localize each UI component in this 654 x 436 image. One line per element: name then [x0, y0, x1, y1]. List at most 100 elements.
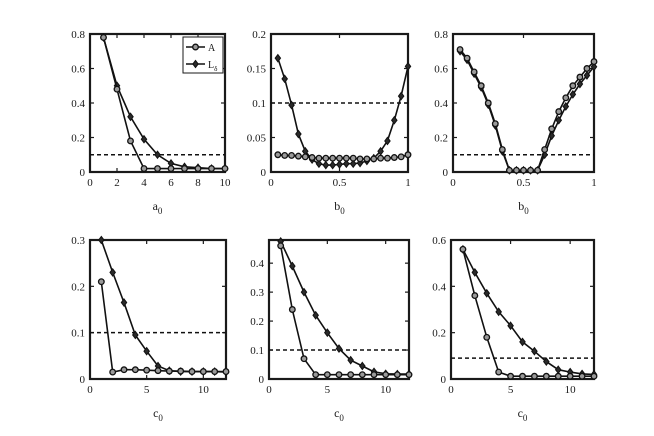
data-point-diamond: [555, 115, 563, 125]
series-line-circle: [459, 48, 595, 172]
data-point-diamond: [349, 159, 357, 169]
data-point-circle: [323, 371, 331, 379]
x-tick-label: 10: [565, 384, 577, 396]
data-point-circle: [335, 371, 343, 379]
data-point-circle: [562, 94, 570, 102]
x-tick-label: 8: [195, 177, 201, 189]
data-point-diamond: [132, 330, 139, 340]
data-point-diamond: [347, 355, 354, 365]
data-point-circle: [578, 372, 586, 380]
data-point-circle: [329, 154, 337, 162]
x-tick-label: 10: [198, 384, 210, 396]
data-point-circle: [470, 68, 478, 76]
y-tick-label: 0.1: [252, 98, 266, 110]
series-line-circle: [100, 281, 226, 374]
y-tick-label: 0: [441, 374, 447, 386]
data-point-circle: [300, 355, 308, 363]
data-point-diamond: [274, 53, 282, 63]
y-tick-label: 0.15: [247, 64, 267, 76]
data-point-diamond: [324, 328, 331, 338]
data-point-circle: [222, 368, 230, 376]
y-tick-label: 0.2: [434, 133, 448, 145]
legend-box: [182, 36, 224, 74]
data-point-circle: [513, 166, 520, 174]
data-point-diamond: [397, 91, 405, 101]
data-point-circle: [590, 58, 598, 66]
y-tick-label: 0.1: [250, 345, 264, 357]
data-point-diamond: [495, 307, 502, 317]
x-tick-label: 0: [87, 384, 93, 396]
data-point-circle: [363, 155, 371, 163]
data-point-circle: [370, 371, 378, 379]
legend-entry-subscript: δ: [214, 65, 218, 73]
series-line-diamond: [277, 57, 409, 166]
x-axis-label-main: c: [153, 406, 158, 420]
data-point-circle: [167, 165, 175, 172]
data-point-diamond: [109, 268, 116, 277]
data-point-circle: [288, 306, 296, 313]
legend-circle-icon: [192, 43, 199, 51]
data-point-diamond: [562, 102, 570, 111]
data-point-circle: [555, 108, 563, 116]
x-axis-label: b0: [334, 199, 345, 216]
legend-entry-label: A: [208, 43, 216, 54]
data-point-diamond: [336, 159, 343, 169]
data-point-circle: [463, 54, 471, 62]
x-tick-label: 0: [87, 177, 93, 189]
x-axis-label-subscript: 0: [158, 206, 163, 216]
y-tick-label: 0: [443, 167, 449, 179]
data-point-diamond: [590, 62, 598, 72]
data-point-circle: [370, 155, 378, 163]
data-point-circle: [315, 154, 323, 162]
series-line-diamond: [462, 248, 595, 376]
data-point-circle: [397, 153, 405, 161]
data-point-circle: [358, 371, 366, 379]
y-tick-label: 0.4: [432, 281, 446, 293]
data-point-circle: [390, 154, 398, 161]
data-point-circle: [274, 151, 282, 159]
chart-panel-2: 0 0.5 100.050.10.150.2b0: [247, 29, 412, 216]
x-tick-label: 4: [141, 177, 147, 189]
data-point-circle: [583, 65, 591, 72]
x-axis-label-main: a: [153, 199, 159, 213]
axes-frame: [267, 238, 411, 381]
x-axis-label-main: b: [334, 199, 340, 213]
x-axis-label-subscript: 0: [340, 206, 345, 216]
axes-frame: [451, 32, 596, 174]
y-tick-label: 0: [80, 374, 86, 386]
data-point-diamond: [543, 357, 550, 367]
data-point-diamond: [120, 298, 128, 307]
data-point-diamond: [483, 288, 491, 298]
data-point-circle: [349, 154, 357, 162]
data-point-diamond: [335, 344, 343, 354]
data-point-circle: [382, 371, 390, 379]
data-point-circle: [143, 366, 151, 374]
data-point-circle: [477, 82, 485, 90]
x-axis-label-main: b: [518, 199, 524, 213]
data-point-diamond: [507, 321, 514, 331]
y-tick-label: 0.1: [71, 328, 85, 340]
y-tick-label: 0.4: [434, 98, 448, 110]
x-tick-label: 5: [325, 384, 331, 396]
legend: ALδ: [182, 36, 224, 74]
y-tick-label: 0.8: [71, 29, 85, 41]
data-point-diamond: [359, 361, 366, 371]
x-axis-label: c0: [518, 406, 528, 423]
data-point-diamond: [154, 150, 161, 160]
data-point-circle: [281, 151, 289, 159]
y-tick-label: 0.3: [71, 235, 85, 247]
y-tick-label: 0: [261, 167, 267, 179]
series-line-diamond: [100, 239, 227, 373]
data-point-diamond: [343, 159, 350, 169]
x-tick-label: 1: [405, 177, 411, 189]
x-tick-label: 2: [114, 177, 120, 189]
data-point-circle: [181, 165, 188, 172]
data-point-diamond: [531, 346, 538, 356]
data-point-circle: [384, 154, 391, 162]
y-tick-label: 0: [259, 374, 265, 386]
data-point-diamond: [300, 287, 308, 297]
x-axis-label-main: c: [334, 406, 339, 420]
data-point-circle: [542, 372, 550, 380]
